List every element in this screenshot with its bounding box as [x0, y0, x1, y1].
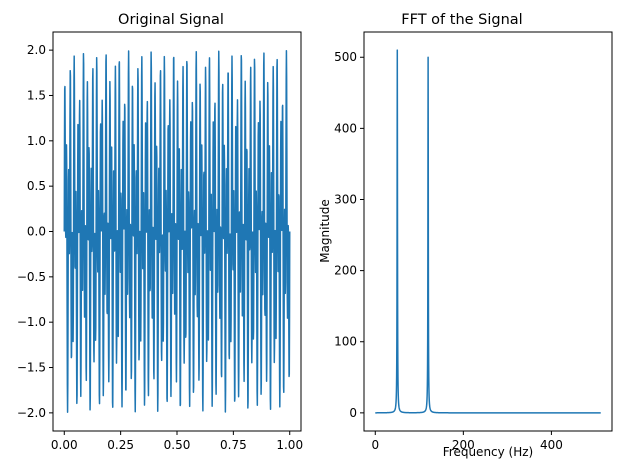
original-signal-y-tick-label: 1.5	[27, 88, 46, 102]
original-signal-ticks: 0.00 0.25 0.50 0.75 1.00 −2.0 −1.5 −1.0 −0.5 0.0 0…	[17, 43, 303, 452]
fft-y-tick-label: 200	[334, 264, 357, 278]
fft-x-tick-label: 200	[452, 438, 475, 452]
original-signal-series-line	[63, 50, 291, 413]
fft-y-tick-label: 0	[349, 406, 357, 420]
fft-y-tick-label: 400	[334, 121, 357, 135]
fft-x-tick-label: 0	[371, 438, 379, 452]
fft-plot-area	[374, 49, 602, 414]
original-signal-chart: Original Signal 0.00 0.25 0.50 0.75 1.00 −2.0…	[17, 12, 303, 452]
fft-y-tick-label: 300	[334, 192, 357, 206]
original-signal-plot-area	[63, 50, 291, 413]
original-signal-y-tick-label: −1.5	[17, 361, 46, 375]
fft-series-line	[374, 49, 602, 414]
fft-ticks: 0 200 400 0 100 200 300 400 500	[334, 50, 563, 452]
original-signal-x-tick-label: 0.50	[164, 438, 191, 452]
fft-y-tick-label: 500	[334, 50, 357, 64]
original-signal-y-tick-label: −0.5	[17, 270, 46, 284]
fft-x-tick-label: 400	[540, 438, 563, 452]
fft-y-tick-label: 100	[334, 335, 357, 349]
fft-y-axis-label: Magnitude	[318, 199, 332, 263]
fft-chart: FFT of the Signal 0 200 400 0 100 200 300 400 50…	[318, 12, 613, 459]
fft-frame	[363, 31, 613, 432]
original-signal-y-tick-label: 0.5	[27, 179, 46, 193]
original-signal-y-tick-label: −2.0	[17, 406, 46, 420]
fft-x-axis-label: Frequency (Hz)	[443, 445, 534, 459]
original-signal-y-tick-label: 2.0	[27, 43, 46, 57]
fft-title: FFT of the Signal	[401, 12, 522, 28]
original-signal-frame	[52, 31, 302, 432]
original-signal-y-tick-label: −1.0	[17, 315, 46, 329]
original-signal-x-tick-label: 1.00	[276, 438, 303, 452]
original-signal-title: Original Signal	[118, 12, 224, 28]
original-signal-x-tick-label: 0.25	[107, 438, 134, 452]
original-signal-y-tick-label: 0.0	[27, 225, 46, 239]
original-signal-y-tick-label: 1.0	[27, 134, 46, 148]
original-signal-x-tick-label: 0.75	[220, 438, 247, 452]
original-signal-x-tick-label: 0.00	[51, 438, 78, 452]
